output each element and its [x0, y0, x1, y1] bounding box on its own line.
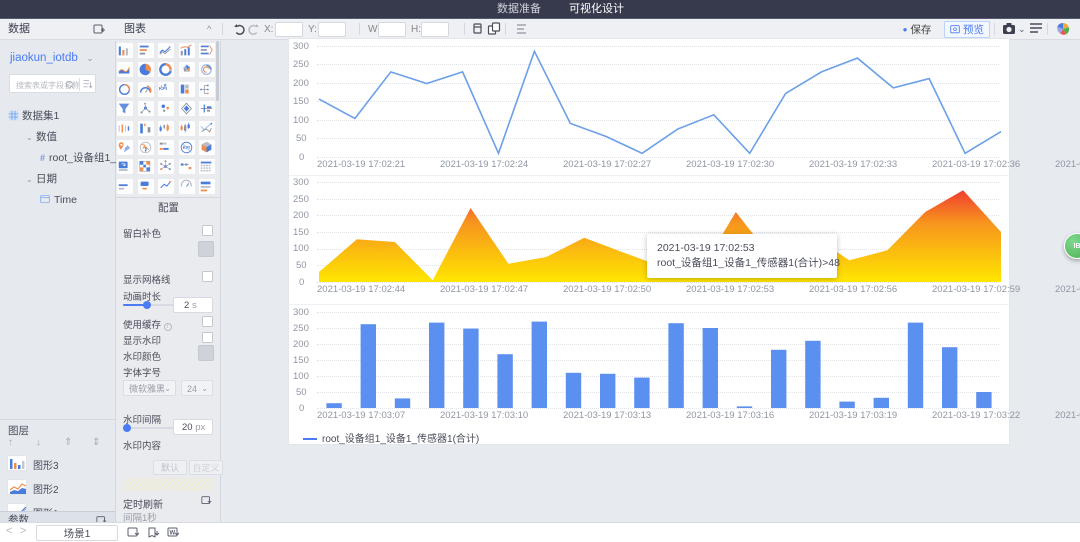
svg-text:KPI: KPI: [159, 86, 168, 92]
svg-text:W: W: [170, 531, 176, 537]
